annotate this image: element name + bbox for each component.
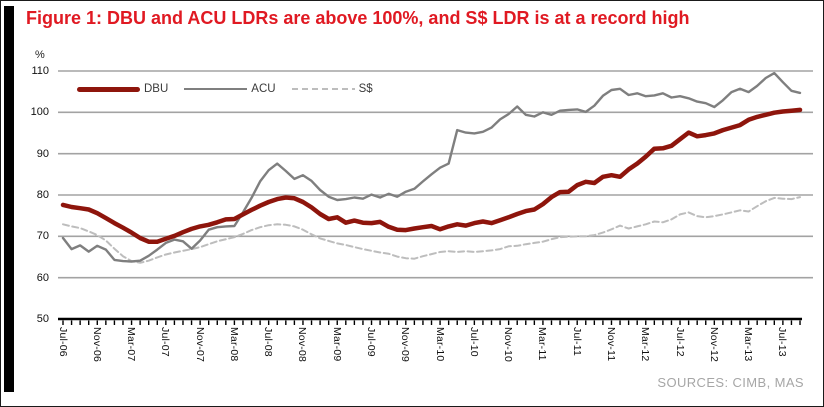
x-tick-label-Mar-11: Mar-11 (536, 327, 549, 361)
x-tick-label-Nov-10: Nov-10 (502, 327, 515, 363)
legend-label-sgd: S$ (358, 83, 373, 95)
x-tick-label-Jul-12: Jul-12 (673, 327, 686, 357)
x-tick-label-Jul-11: Jul-11 (570, 327, 583, 357)
left-accent-bar (4, 6, 14, 392)
figure-title: Figure 1: DBU and ACU LDRs are above 100… (26, 8, 690, 28)
chart-legend: DBU ACU S$ (77, 83, 389, 95)
series-line-acu (61, 71, 802, 263)
x-tick-label-Nov-06: Nov-06 (90, 327, 103, 363)
x-tick-label-Nov-07: Nov-07 (193, 327, 206, 363)
x-tick-label-Jul-10: Jul-10 (467, 327, 480, 357)
x-tick-label-Mar-13: Mar-13 (742, 327, 755, 362)
source-note: SOURCES: CIMB, MAS (657, 375, 804, 390)
y-axis-unit-label: % (35, 49, 45, 61)
dbu-line-swatch (77, 86, 140, 92)
x-tick-label-Jul-13: Jul-13 (776, 327, 789, 357)
y-tick-label-70: 70 (36, 230, 49, 243)
acu-line-swatch (184, 87, 248, 91)
x-tick-label-Nov-09: Nov-09 (399, 327, 412, 363)
sgd-line-swatch (291, 87, 355, 91)
y-tick-label-90: 90 (36, 147, 49, 160)
x-tick-label-Mar-10: Mar-10 (433, 327, 446, 362)
x-tick-label-Jul-08: Jul-08 (262, 327, 275, 357)
y-tick-label-60: 60 (36, 271, 49, 284)
legend-label-dbu: DBU (144, 83, 169, 95)
y-tick-label-50: 50 (36, 313, 49, 325)
x-tick-label-Jul-09: Jul-09 (365, 327, 378, 357)
x-tick-label-Nov-12: Nov-12 (707, 327, 720, 363)
legend-label-acu: ACU (251, 83, 276, 95)
x-tick-label-Nov-08: Nov-08 (296, 327, 309, 363)
x-tick-label-Jul-07: Jul-07 (159, 327, 172, 357)
x-tick-label-Nov-11: Nov-11 (604, 327, 617, 362)
x-tick-label-Mar-07: Mar-07 (125, 327, 138, 362)
series-line-dbu (60, 107, 803, 244)
series-line-s (62, 196, 802, 264)
y-tick-label-110: 110 (31, 65, 49, 77)
x-tick-label-Mar-12: Mar-12 (639, 327, 652, 362)
x-tick-label-Jul-06: Jul-06 (56, 327, 69, 357)
y-tick-label-80: 80 (36, 189, 49, 201)
x-tick-label-Mar-08: Mar-08 (227, 327, 240, 362)
y-tick-label-100: 100 (30, 106, 49, 119)
x-tick-label-Mar-09: Mar-09 (330, 327, 343, 362)
